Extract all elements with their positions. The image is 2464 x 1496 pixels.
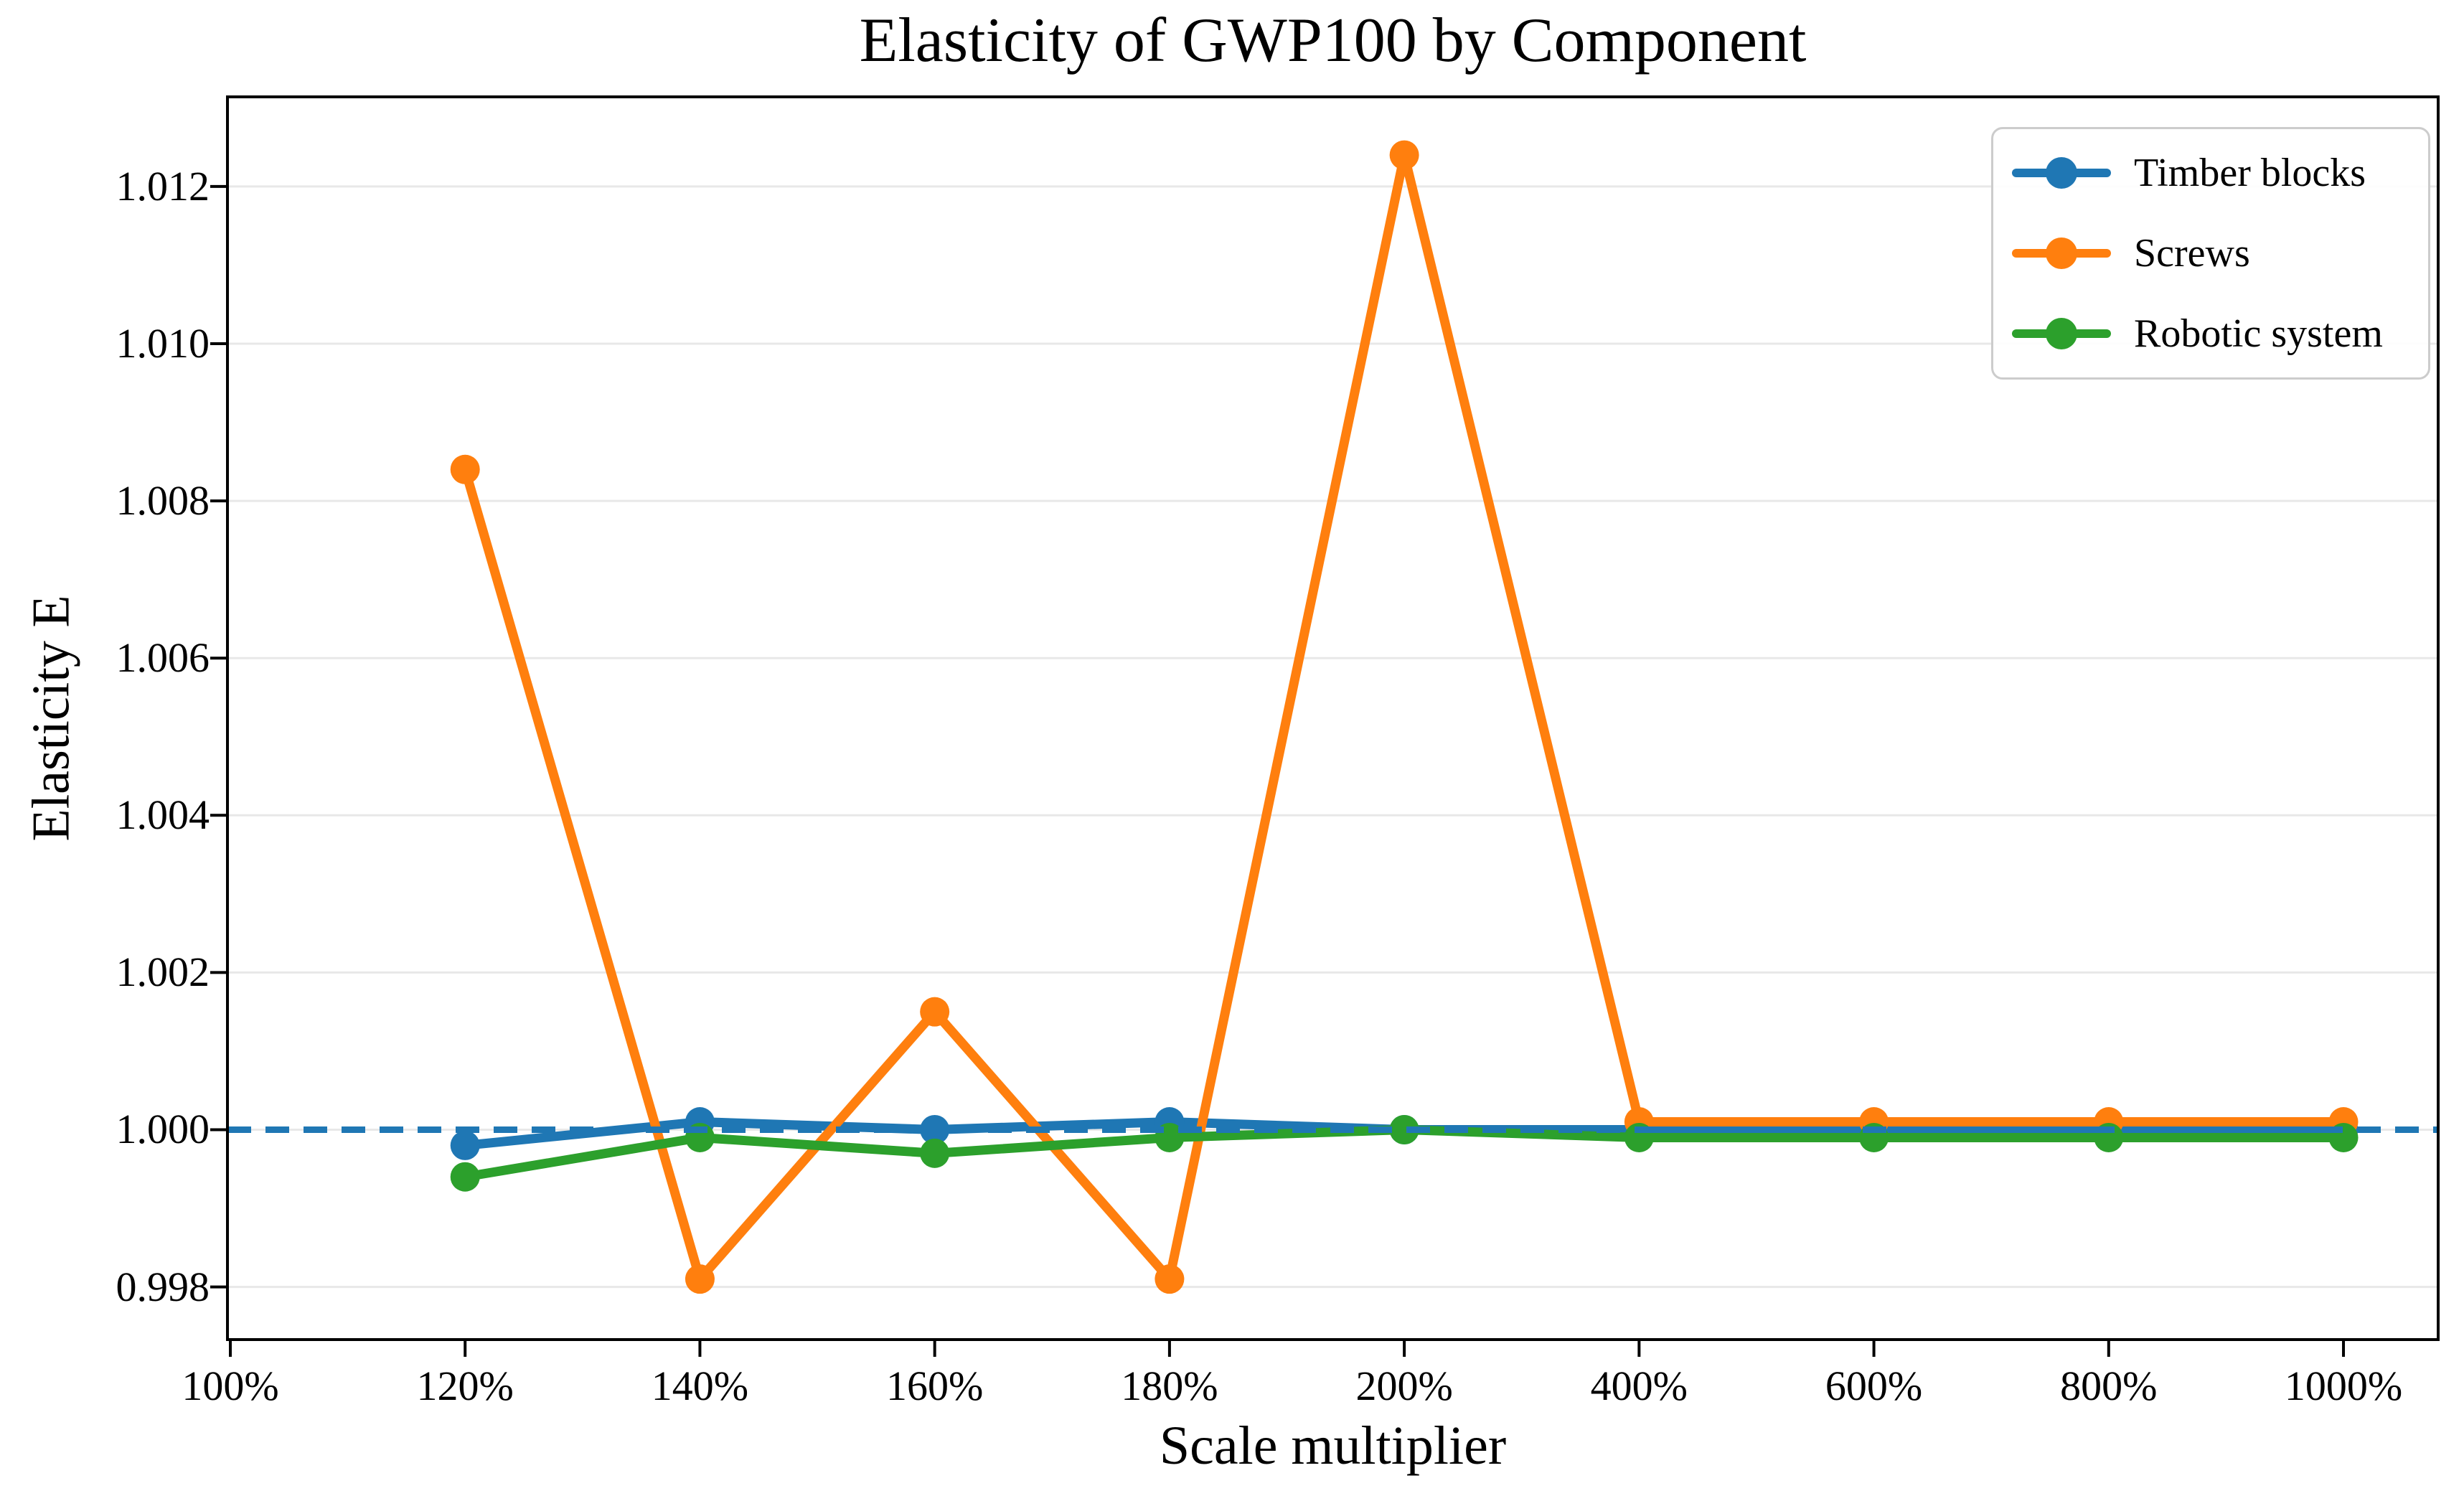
x-tick-label: 140% xyxy=(651,1363,749,1409)
legend-item: Timber blocks xyxy=(1993,133,2428,213)
legend-swatch-dot xyxy=(2046,318,2077,349)
y-tick-label: 1.004 xyxy=(116,791,210,839)
data-point-robotic-system xyxy=(1389,1114,1419,1144)
data-point-screws xyxy=(685,1264,715,1294)
y-tick-label: 1.006 xyxy=(116,634,210,682)
x-tick-label: 160% xyxy=(885,1363,984,1409)
x-tick-label: 800% xyxy=(2060,1363,2158,1409)
data-point-robotic-system xyxy=(450,1162,480,1192)
y-tick-label: 1.010 xyxy=(116,319,210,367)
x-tick-label: 200% xyxy=(1355,1363,1453,1409)
legend-line-dot-icon xyxy=(2012,156,2111,189)
legend-item: Screws xyxy=(1993,213,2428,293)
x-tick-label: 100% xyxy=(182,1363,279,1409)
y-tick-label: 1.012 xyxy=(116,162,210,210)
legend-line-dot-icon xyxy=(2012,317,2111,350)
data-point-screws xyxy=(1389,140,1419,170)
legend: Timber blocks Screws Robotic system xyxy=(1991,127,2430,380)
y-tick-label: 1.002 xyxy=(116,949,210,996)
y-tick-label: 1.000 xyxy=(116,1106,210,1153)
legend-line-dot-icon xyxy=(2012,237,2111,270)
x-axis-label: Scale multiplier xyxy=(1159,1416,1507,1476)
legend-item-label: Timber blocks xyxy=(2134,151,2366,195)
data-point-screws xyxy=(1155,1264,1185,1294)
chart-title: Elasticity of GWP100 by Component xyxy=(859,6,1807,75)
legend-item: Robotic system xyxy=(1993,293,2428,374)
legend-swatch-dot xyxy=(2046,237,2077,269)
x-tick-label: 180% xyxy=(1121,1363,1218,1409)
plot-frame xyxy=(226,95,2440,1341)
data-point-screws xyxy=(450,454,480,484)
x-tick-label: 400% xyxy=(1590,1363,1688,1409)
y-tick-label: 1.008 xyxy=(116,477,210,524)
x-tick-label: 1000% xyxy=(2284,1363,2403,1409)
legend-swatch-dot xyxy=(2046,157,2077,189)
data-point-timber-blocks xyxy=(450,1130,480,1160)
data-point-robotic-system xyxy=(920,1138,950,1168)
y-tick-label: 0.998 xyxy=(116,1263,210,1310)
x-tick-label: 600% xyxy=(1825,1363,1923,1409)
legend-item-label: Robotic system xyxy=(2134,311,2383,356)
data-point-screws xyxy=(920,997,950,1027)
legend-item-label: Screws xyxy=(2134,231,2250,276)
x-tick-label: 120% xyxy=(416,1363,514,1409)
